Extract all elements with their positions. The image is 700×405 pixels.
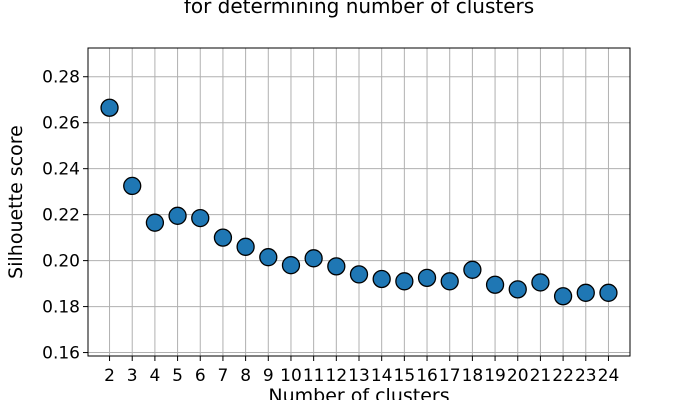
y-tick-label: 0.18: [42, 298, 80, 318]
x-tick-label: 17: [439, 366, 461, 386]
data-point: [327, 257, 346, 276]
x-tick-label: 19: [484, 366, 506, 386]
x-tick-label: 5: [172, 366, 183, 386]
data-point: [236, 237, 255, 256]
data-point: [531, 273, 550, 292]
data-point: [440, 272, 459, 291]
data-point: [508, 280, 527, 299]
data-point: [349, 265, 369, 284]
x-tick-label: 23: [575, 366, 597, 386]
data-point: [395, 272, 414, 291]
data-point: [213, 228, 233, 247]
x-tick-labels: 2 3 4 5 6 7 8 9 10 11 12 13 14 15 16 17 18 19 20 21 22 23 24: [104, 356, 619, 386]
data-point: [576, 283, 595, 302]
data-point: [168, 206, 187, 225]
x-tick-label: 7: [218, 366, 229, 386]
data-point: [372, 269, 391, 289]
x-tick-label: 18: [462, 366, 484, 386]
data-point: [599, 283, 618, 302]
x-tick-label: 22: [552, 366, 574, 386]
data-point: [304, 249, 323, 268]
y-tick-label: 0.20: [42, 252, 80, 272]
x-tick-label: 21: [530, 366, 552, 386]
data-point: [281, 256, 301, 275]
data-point: [259, 248, 278, 267]
x-tick-label: 11: [303, 366, 325, 386]
x-tick-label: 14: [371, 366, 393, 386]
x-tick-label: 3: [127, 366, 138, 386]
data-point: [463, 260, 482, 279]
x-tick-label: 16: [416, 366, 438, 386]
data-point: [191, 208, 210, 228]
y-tick-label: 0.28: [42, 68, 80, 88]
x-tick-label: 8: [240, 366, 251, 386]
x-tick-label: 24: [598, 366, 620, 386]
data-point: [417, 268, 437, 288]
data-point: [553, 287, 573, 306]
x-tick-label: 2: [104, 366, 115, 386]
x-axis-label: Number of clusters: [268, 385, 449, 400]
y-tick-label: 0.26: [42, 114, 80, 134]
x-tick-label: 6: [195, 366, 206, 386]
x-tick-label: 15: [394, 366, 416, 386]
data-point: [485, 275, 505, 294]
data-point: [145, 213, 165, 232]
y-tick-label: 0.22: [42, 206, 80, 226]
data-point: [123, 176, 142, 196]
x-tick-label: 9: [263, 366, 274, 386]
y-tick-labels: 0.16 0.18 0.20 0.22 0.24 0.26 0.28: [42, 68, 88, 364]
grid: [88, 48, 630, 356]
x-tick-label: 4: [149, 366, 160, 386]
x-tick-label: 13: [348, 366, 370, 386]
x-tick-label: 10: [280, 366, 302, 386]
x-tick-label: 20: [507, 366, 529, 386]
x-tick-label: 12: [326, 366, 348, 386]
y-axis-label: Silhouette score: [5, 125, 27, 279]
y-tick-label: 0.16: [42, 344, 80, 364]
chart-title: for determining number of clusters: [184, 0, 534, 18]
data-points: [100, 98, 618, 306]
y-tick-label: 0.24: [42, 160, 80, 180]
data-point: [100, 98, 119, 117]
